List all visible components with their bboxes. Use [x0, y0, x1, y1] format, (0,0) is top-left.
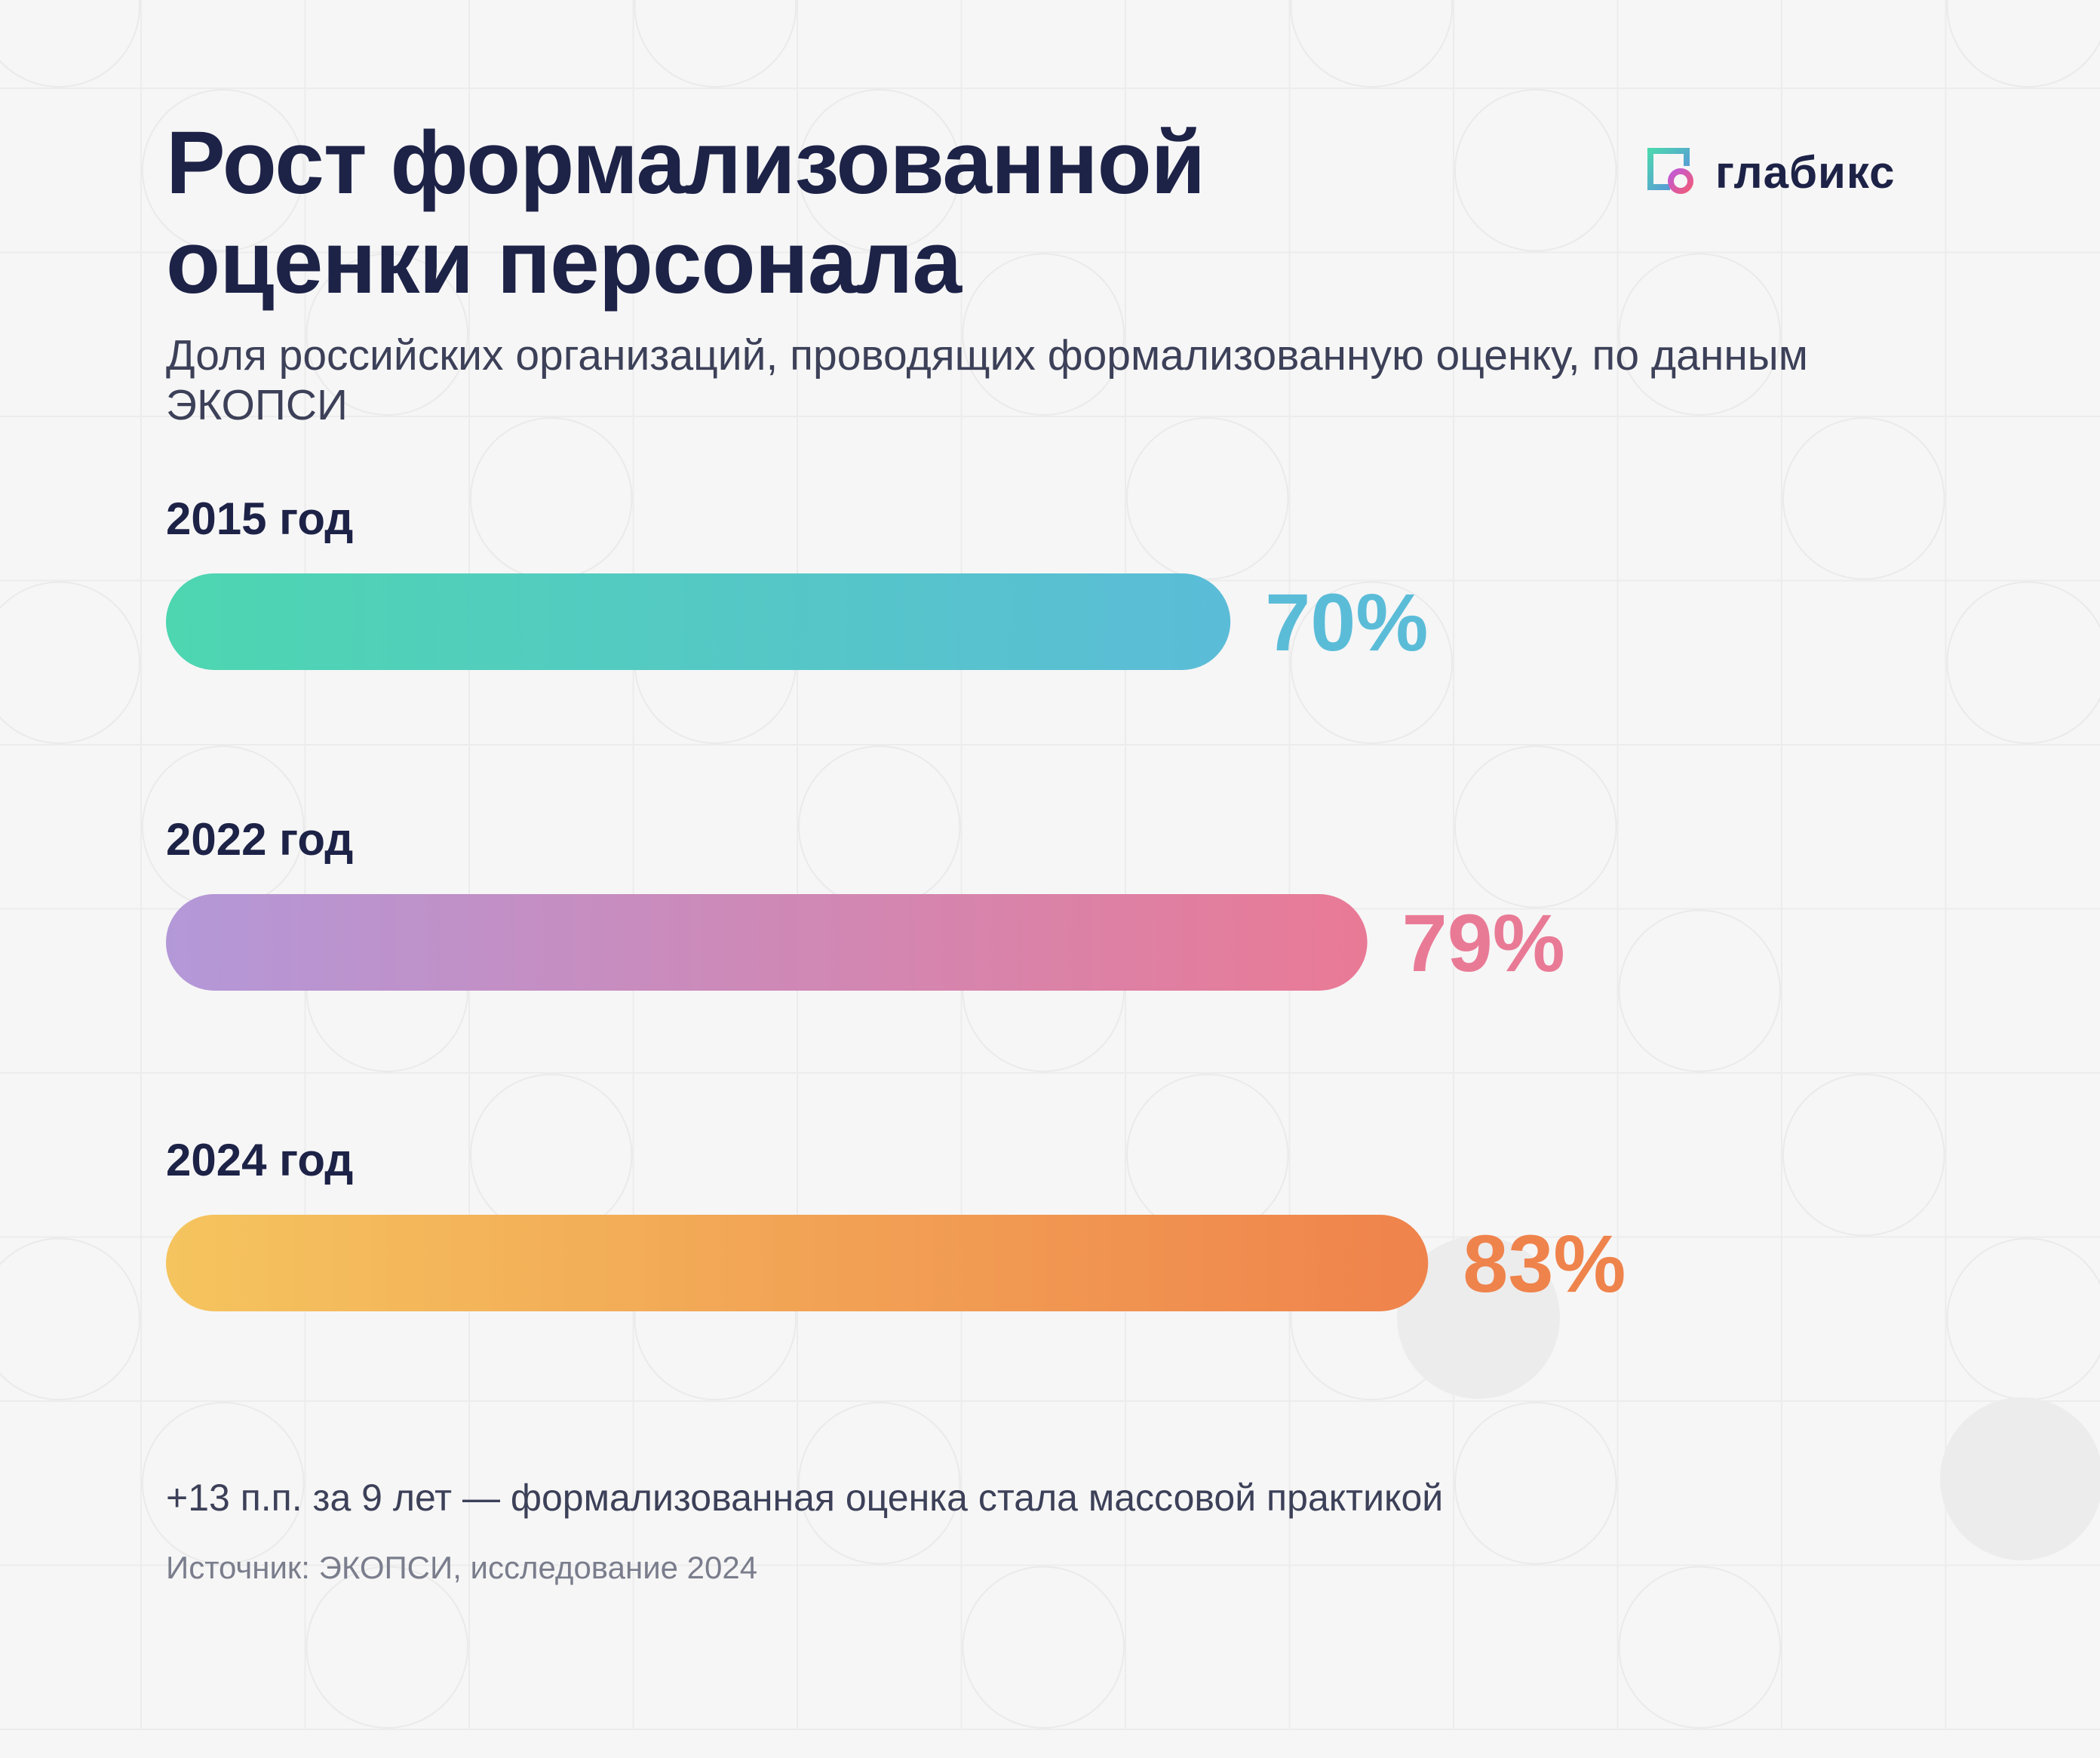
bg-circle: [0, 1237, 140, 1400]
bg-circle: [1290, 581, 1453, 744]
bg-circle: [1782, 417, 1945, 580]
bg-circle: [305, 253, 468, 416]
chart-note: +13 п.п. за 9 лет — формализованная оцен…: [166, 1477, 1444, 1519]
bar: [166, 1215, 1429, 1311]
bg-circle: [0, 0, 140, 88]
subtitle: Доля российских организаций, проводящих …: [166, 331, 1808, 429]
logo-text: глабикс: [1715, 146, 1896, 198]
bg-circle: [1618, 1566, 1781, 1729]
bg-circle: [798, 1402, 961, 1565]
brand-logo: глабикс: [1647, 146, 1896, 198]
bg-circle: [1454, 1402, 1617, 1565]
data-label: 79%: [1402, 897, 1565, 988]
year-label: 2024 год: [166, 1135, 353, 1185]
bg-circle: [1126, 417, 1289, 580]
glabix-logo-icon: [1647, 148, 1693, 194]
bg-circle: [962, 253, 1125, 416]
year-label: 2022 год: [166, 814, 353, 865]
page-title: Рост формализованной оценки персонала: [166, 113, 1599, 312]
bg-circle: [1454, 745, 1617, 908]
bg-circle: [1782, 1074, 1945, 1237]
bg-circle: [962, 1566, 1125, 1729]
bg-circle: [1454, 89, 1617, 252]
bar: [166, 894, 1368, 991]
data-label: 83%: [1463, 1218, 1626, 1309]
bg-circle: [1946, 0, 2100, 88]
title-line-1: Рост формализованной: [166, 113, 1205, 213]
bg-circle: [634, 0, 797, 88]
bg-circle: [0, 581, 140, 744]
title-line-2: оценки персонала: [166, 213, 962, 312]
bg-circle: [798, 89, 961, 252]
bar: [166, 573, 1231, 670]
bg-grid-cell: [1945, 1564, 2100, 1730]
bg-circle: [1946, 581, 2100, 744]
bg-circle: [142, 89, 305, 252]
bg-circle: [1618, 253, 1781, 416]
bg-circle: [305, 1566, 468, 1729]
bg-circle: [1290, 0, 1453, 88]
bg-circle: [142, 1402, 305, 1565]
bg-circle: [1618, 909, 1781, 1072]
year-label: 2015 год: [166, 493, 353, 544]
source-text: Источник: ЭКОПСИ, исследование 2024: [166, 1550, 758, 1585]
bg-filled-circle: [1397, 1236, 1560, 1399]
data-label: 70%: [1265, 576, 1428, 668]
bg-filled-circle: [1940, 1397, 2100, 1560]
